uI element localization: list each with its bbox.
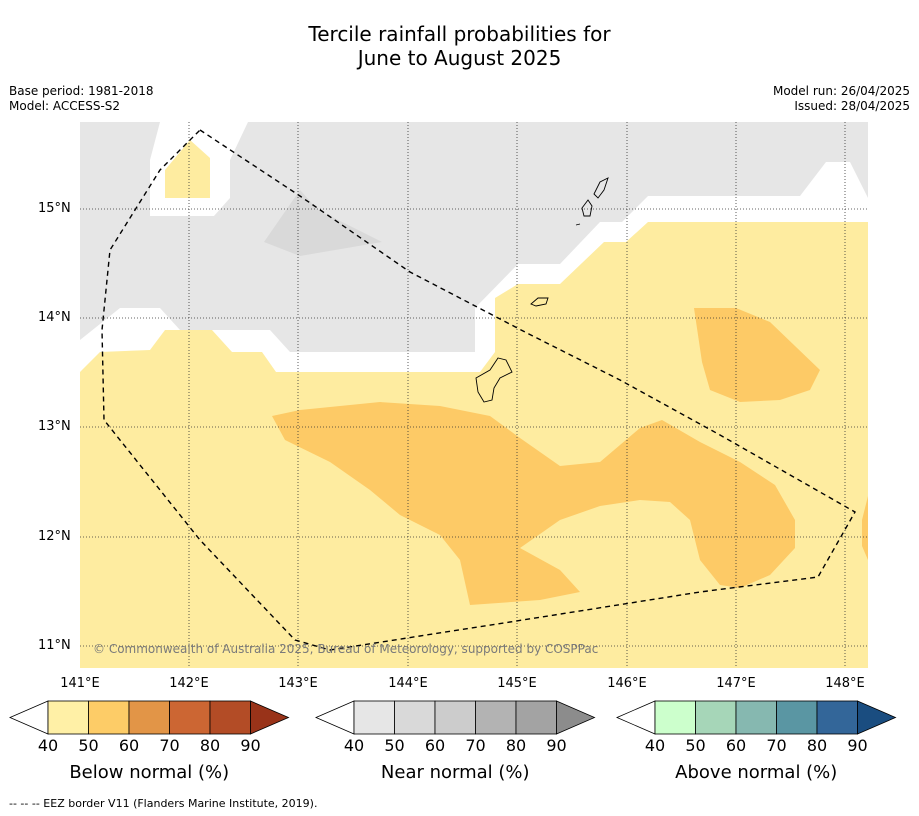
gridlines xyxy=(80,122,868,668)
colorbar-2-tick-label: 50 xyxy=(384,736,405,755)
colorbar-2-segment xyxy=(515,700,557,735)
colorbar-2-segment xyxy=(434,700,476,735)
colorbar-1-segment xyxy=(209,700,251,735)
colorbar-3-segment xyxy=(654,700,696,735)
saipan-island xyxy=(593,177,609,199)
colorbar-3-tick-label: 60 xyxy=(725,736,747,755)
eez-footnote: -- -- -- EEZ border V11 (Flanders Marine… xyxy=(9,797,318,810)
colorbar-1-tick-label: 40 xyxy=(37,736,59,755)
near-normal-50-region xyxy=(264,190,382,256)
lon-label-145e: 145°E xyxy=(497,676,537,691)
colorbar-1-tick-label: 90 xyxy=(240,736,261,755)
colorbar-1-tick-label: 50 xyxy=(78,736,99,755)
lon-label-143e: 143°E xyxy=(278,676,318,691)
model-name: Model: ACCESS-S2 xyxy=(9,99,121,113)
below-normal-patch-upper xyxy=(165,140,210,198)
colorbar-2-tick-label: 60 xyxy=(424,736,446,755)
guam-island xyxy=(475,357,513,403)
colorbar-2-over-triangle xyxy=(556,700,596,735)
lat-label-13n: 13°N xyxy=(38,419,71,434)
colorbar-3-segment xyxy=(776,700,818,735)
colorbar-3-segment xyxy=(735,700,777,735)
below-normal-50-edge xyxy=(862,496,868,560)
lat-label-15n: 15°N xyxy=(38,201,71,216)
lon-label-141e: 141°E xyxy=(60,676,100,691)
colorbar-1-segment xyxy=(47,700,89,735)
below-normal-50-blob-central xyxy=(272,402,795,605)
colorbar-3-under-triangle xyxy=(615,700,656,735)
colorbar-3-tick-label: 40 xyxy=(644,736,666,755)
colorbar-2-tick-label: 90 xyxy=(546,736,567,755)
lat-label-11n: 11°N xyxy=(38,638,71,653)
title-line-1: Tercile rainfall probabilities for xyxy=(308,22,611,46)
lat-label-14n: 14°N xyxy=(38,310,71,325)
colorbar-3-tick-label: 70 xyxy=(766,736,787,755)
lon-label-146e: 146°E xyxy=(607,676,647,691)
colorbar-1-segment xyxy=(128,700,170,735)
colorbar-2-tick-label: 40 xyxy=(343,736,365,755)
colorbar-1-tick-label: 60 xyxy=(118,736,140,755)
title-line-2: June to August 2025 xyxy=(357,46,562,70)
lon-label-144e: 144°E xyxy=(388,676,428,691)
aguijan-island xyxy=(575,223,581,226)
base-period: Base period: 1981-2018 xyxy=(9,84,154,98)
colorbar-2-title: Near normal (%) xyxy=(380,762,530,783)
colorbar-1-tick-label: 80 xyxy=(199,736,221,755)
colorbars xyxy=(8,700,897,735)
lat-label-12n: 12°N xyxy=(38,529,71,544)
rota-island xyxy=(530,297,549,307)
map-plot-area xyxy=(80,122,868,668)
near-normal-region xyxy=(80,122,868,352)
colorbar-2-tick-label: 70 xyxy=(465,736,486,755)
map-title: Tercile rainfall probabilities for June … xyxy=(0,22,919,70)
colorbar-2-segment xyxy=(394,700,436,735)
lon-label-147e: 147°E xyxy=(716,676,756,691)
colorbar-2-segment xyxy=(353,700,395,735)
model-info: Base period: 1981-2018 Model: ACCESS-S2 xyxy=(9,84,154,114)
below-normal-50-blob-east xyxy=(694,308,820,402)
lon-label-148e: 148°E xyxy=(825,676,865,691)
colorbar-2-segment xyxy=(475,700,517,735)
model-run: Model run: 26/04/2025 xyxy=(772,84,910,98)
colorbar-3-over-triangle xyxy=(857,700,897,735)
colorbar-1-title: Below normal (%) xyxy=(69,762,230,783)
colorbar-1-segment xyxy=(88,700,130,735)
colorbar-2-under-triangle xyxy=(314,700,355,735)
colorbar-3-tick-label: 80 xyxy=(806,736,828,755)
lon-label-142e: 142°E xyxy=(169,676,209,691)
tinian-island xyxy=(581,199,593,217)
colorbar-2-tick-label: 80 xyxy=(505,736,527,755)
colorbar-1-tick-label: 70 xyxy=(159,736,180,755)
colorbar-1-segment xyxy=(169,700,211,735)
colorbar-3-title: Above normal (%) xyxy=(675,762,838,783)
colorbar-1-over-triangle xyxy=(250,700,290,735)
islands xyxy=(475,177,609,403)
colorbar-1-under-triangle xyxy=(8,700,49,735)
colorbar-3-tick-label: 90 xyxy=(847,736,868,755)
colorbar-3-tick-label: 50 xyxy=(685,736,706,755)
eez-border xyxy=(101,129,856,651)
run-info: Model run: 26/04/2025 Issued: 28/04/2025 xyxy=(773,84,910,114)
colorbar-3-segment xyxy=(695,700,737,735)
colorbar-3-segment xyxy=(816,700,858,735)
issued-date: Issued: 28/04/2025 xyxy=(794,99,910,113)
copyright-notice: © Commonwealth of Australia 2025, Bureau… xyxy=(93,642,599,656)
